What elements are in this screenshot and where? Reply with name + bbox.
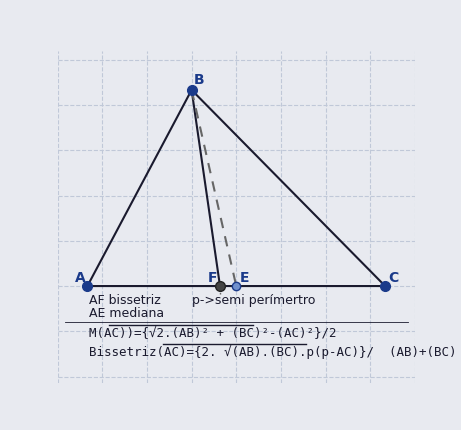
Text: M(AC))={√2.(AB)² + (BC)²-(AC)²}/2: M(AC))={√2.(AB)² + (BC)²-(AC)²}/2 bbox=[89, 326, 337, 339]
Text: A: A bbox=[75, 270, 86, 284]
Text: C: C bbox=[389, 270, 399, 284]
Text: p->semi perímertro: p->semi perímertro bbox=[192, 293, 315, 306]
Text: Bissetriz(AC)={2. √(AB).(BC).p(p-AC)}/  (AB)+(BC): Bissetriz(AC)={2. √(AB).(BC).p(p-AC)}/ (… bbox=[89, 345, 456, 359]
Text: AE mediana: AE mediana bbox=[89, 307, 164, 319]
Text: B: B bbox=[194, 73, 205, 87]
Text: F: F bbox=[207, 270, 217, 284]
Text: AF bissetriz: AF bissetriz bbox=[89, 293, 160, 306]
Text: E: E bbox=[240, 270, 249, 284]
